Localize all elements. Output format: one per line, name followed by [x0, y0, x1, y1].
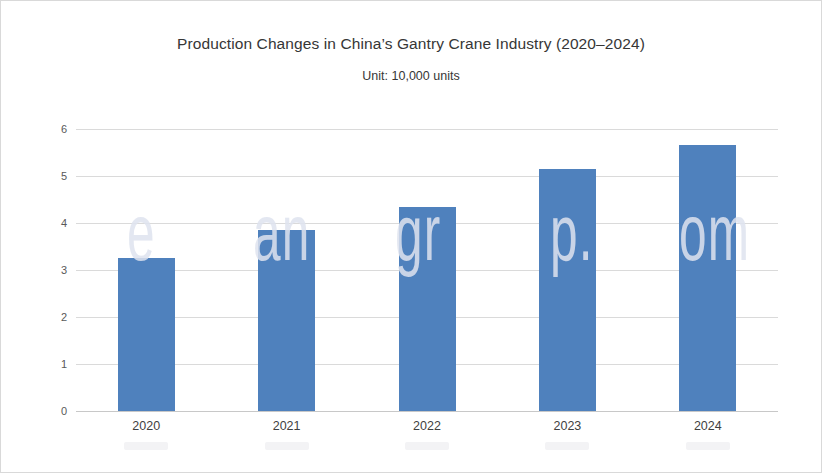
x-tick-label: 2022	[395, 419, 459, 434]
gridline	[76, 129, 778, 130]
bar-2023	[539, 169, 596, 411]
y-tick-label: 3	[39, 264, 67, 277]
watermark-smudge	[545, 442, 589, 450]
bar-2020	[118, 258, 175, 411]
y-tick-label: 5	[39, 170, 67, 183]
plot-area: 0 1 2 3 4 5 6 2020 2021 2022 2023 2024	[1, 1, 821, 472]
watermark-smudge	[405, 442, 449, 450]
y-tick-label: 6	[39, 123, 67, 136]
y-tick-label: 1	[39, 358, 67, 371]
bar-2021	[258, 230, 315, 411]
watermark-smudge	[124, 442, 168, 450]
bar-2022	[399, 207, 456, 411]
y-tick-label: 0	[39, 405, 67, 418]
y-tick-label: 2	[39, 311, 67, 324]
y-tick-label: 4	[39, 217, 67, 230]
x-axis-line	[76, 411, 778, 412]
watermark-smudge	[686, 442, 730, 450]
x-tick-label: 2023	[535, 419, 599, 434]
chart-frame: Production Changes in China’s Gantry Cra…	[0, 0, 822, 473]
x-tick-label: 2024	[676, 419, 740, 434]
watermark-smudge	[265, 442, 309, 450]
x-tick-label: 2020	[114, 419, 178, 434]
bar-2024	[679, 145, 736, 411]
gridline	[76, 176, 778, 177]
x-tick-label: 2021	[255, 419, 319, 434]
